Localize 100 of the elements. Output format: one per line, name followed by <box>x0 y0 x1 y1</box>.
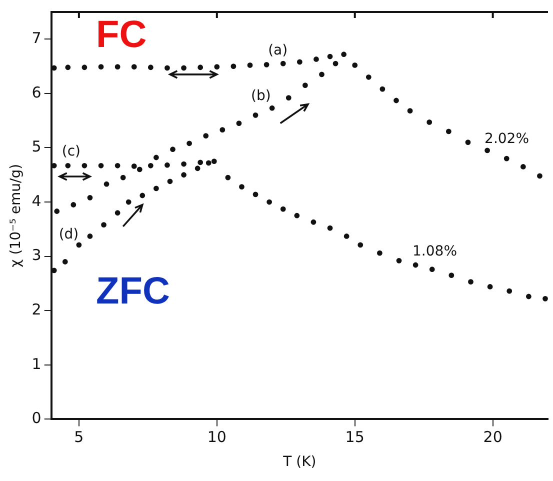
point <box>136 166 142 172</box>
annotation: (a) <box>268 42 288 59</box>
point <box>506 288 512 294</box>
y-tick-label: 0 <box>32 409 42 428</box>
x-tick-label: 20 <box>483 428 502 446</box>
point <box>412 262 418 268</box>
point <box>120 174 126 180</box>
y-tick-label: 3 <box>32 246 42 264</box>
x-axis-title: T (K) <box>282 454 316 470</box>
point <box>264 62 270 68</box>
point <box>314 56 319 62</box>
point <box>131 64 137 70</box>
annotation: (c) <box>62 144 81 160</box>
annotation: ZFC <box>96 270 170 312</box>
point <box>82 162 88 168</box>
point <box>167 178 173 184</box>
point <box>484 148 490 154</box>
point <box>211 158 217 164</box>
point <box>98 162 104 168</box>
point <box>206 160 212 166</box>
point <box>114 162 120 168</box>
point <box>65 162 71 168</box>
y-tick-label: 2 <box>32 300 42 319</box>
point <box>448 272 454 278</box>
point <box>280 60 286 66</box>
point <box>296 59 302 65</box>
point <box>203 133 209 138</box>
point <box>181 65 186 71</box>
point <box>247 62 253 68</box>
point <box>54 208 60 214</box>
point <box>148 162 154 168</box>
point <box>236 120 242 126</box>
point <box>429 266 435 272</box>
point <box>344 234 350 239</box>
point <box>394 98 399 104</box>
point <box>214 64 220 70</box>
y-tick-label: 1 <box>32 354 42 373</box>
point <box>280 206 286 212</box>
point <box>225 174 231 180</box>
point <box>266 199 272 205</box>
point <box>181 161 186 167</box>
point <box>220 127 226 133</box>
point <box>520 164 526 170</box>
point <box>327 225 333 231</box>
point <box>376 250 382 256</box>
point <box>252 192 258 198</box>
point <box>396 258 402 264</box>
y-tick-label: 6 <box>32 83 42 102</box>
point <box>153 154 159 160</box>
point <box>170 146 176 152</box>
point <box>302 82 308 88</box>
annotation: FC <box>96 14 147 56</box>
point <box>181 172 186 178</box>
point <box>65 64 71 70</box>
point <box>252 112 258 118</box>
point <box>446 128 452 134</box>
point <box>194 166 200 172</box>
point <box>98 64 104 70</box>
y-tick-label: 5 <box>32 138 42 156</box>
point <box>319 72 324 78</box>
point <box>198 160 204 166</box>
point <box>332 60 338 66</box>
point <box>310 219 316 225</box>
point <box>526 294 532 300</box>
point <box>164 162 170 168</box>
point <box>148 64 154 70</box>
point <box>537 173 542 179</box>
point <box>341 52 347 58</box>
point <box>62 259 68 264</box>
point <box>380 86 386 92</box>
annotation: 2.02% <box>484 131 530 148</box>
point <box>468 279 474 285</box>
point <box>114 210 120 216</box>
point <box>426 120 432 125</box>
point <box>140 192 146 198</box>
point <box>239 184 244 190</box>
annotation: 1.08% <box>412 243 458 260</box>
point <box>198 64 204 70</box>
point <box>126 199 132 205</box>
point <box>230 64 236 69</box>
point <box>76 242 82 248</box>
point <box>286 95 292 100</box>
point <box>87 194 93 200</box>
point <box>70 202 76 208</box>
point <box>358 242 364 248</box>
point <box>131 163 137 169</box>
y-tick-label: 4 <box>32 192 42 210</box>
x-tick-label: 5 <box>74 428 84 446</box>
point <box>82 64 88 70</box>
point <box>164 65 170 71</box>
point <box>465 140 471 146</box>
point <box>101 222 106 228</box>
point <box>104 181 110 187</box>
point <box>504 156 510 162</box>
point <box>542 296 548 302</box>
point <box>294 212 300 218</box>
point <box>87 234 93 239</box>
point <box>407 108 413 114</box>
point <box>153 186 159 192</box>
point <box>487 284 493 290</box>
